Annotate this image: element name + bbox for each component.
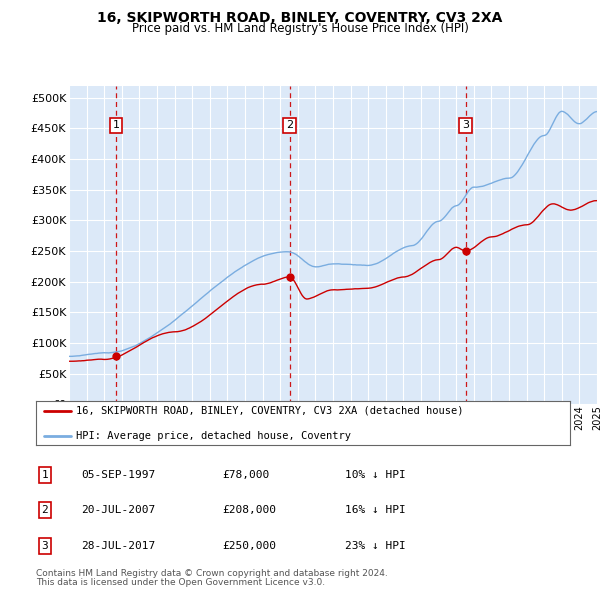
Text: 05-SEP-1997: 05-SEP-1997 <box>81 470 155 480</box>
Text: HPI: Average price, detached house, Coventry: HPI: Average price, detached house, Cove… <box>76 431 351 441</box>
Text: 1: 1 <box>112 120 119 130</box>
Text: 23% ↓ HPI: 23% ↓ HPI <box>345 541 406 550</box>
Text: £250,000: £250,000 <box>222 541 276 550</box>
Text: £208,000: £208,000 <box>222 506 276 515</box>
Text: 16% ↓ HPI: 16% ↓ HPI <box>345 506 406 515</box>
Text: 16, SKIPWORTH ROAD, BINLEY, COVENTRY, CV3 2XA (detached house): 16, SKIPWORTH ROAD, BINLEY, COVENTRY, CV… <box>76 406 464 416</box>
Text: 2: 2 <box>41 506 49 515</box>
Text: Price paid vs. HM Land Registry's House Price Index (HPI): Price paid vs. HM Land Registry's House … <box>131 22 469 35</box>
Text: Contains HM Land Registry data © Crown copyright and database right 2024.: Contains HM Land Registry data © Crown c… <box>36 569 388 578</box>
Text: 2: 2 <box>286 120 293 130</box>
Text: 16, SKIPWORTH ROAD, BINLEY, COVENTRY, CV3 2XA: 16, SKIPWORTH ROAD, BINLEY, COVENTRY, CV… <box>97 11 503 25</box>
Text: £78,000: £78,000 <box>222 470 269 480</box>
Text: 1: 1 <box>41 470 49 480</box>
Text: 3: 3 <box>462 120 469 130</box>
Text: 28-JUL-2017: 28-JUL-2017 <box>81 541 155 550</box>
Text: 20-JUL-2007: 20-JUL-2007 <box>81 506 155 515</box>
Text: 3: 3 <box>41 541 49 550</box>
Text: 10% ↓ HPI: 10% ↓ HPI <box>345 470 406 480</box>
Text: This data is licensed under the Open Government Licence v3.0.: This data is licensed under the Open Gov… <box>36 578 325 588</box>
